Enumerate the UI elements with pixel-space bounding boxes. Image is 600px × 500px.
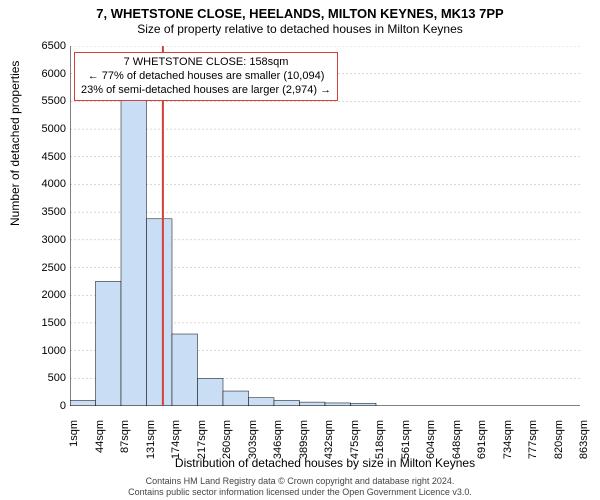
y-tick-label: 3500 xyxy=(20,206,66,218)
callout-line1: 7 WHETSTONE CLOSE: 158sqm xyxy=(81,56,331,70)
footer-line1: Contains HM Land Registry data © Crown c… xyxy=(0,476,600,487)
footer: Contains HM Land Registry data © Crown c… xyxy=(0,476,600,498)
y-tick-label: 500 xyxy=(20,372,66,384)
callout-line2: ← 77% of detached houses are smaller (10… xyxy=(81,70,331,84)
chart-subtitle: Size of property relative to detached ho… xyxy=(0,22,600,36)
y-tick-label: 6500 xyxy=(20,40,66,52)
y-tick-label: 5500 xyxy=(20,95,66,107)
y-tick-label: 0 xyxy=(20,400,66,412)
y-axis-label: Number of detached properties xyxy=(8,61,22,226)
footer-line2: Contains public sector information licen… xyxy=(0,487,600,498)
y-tick-label: 4000 xyxy=(20,178,66,190)
y-tick-label: 2000 xyxy=(20,289,66,301)
plot-area: 7 WHETSTONE CLOSE: 158sqm ← 77% of detac… xyxy=(70,46,580,406)
y-tick-label: 4500 xyxy=(20,151,66,163)
y-tick-label: 1000 xyxy=(20,345,66,357)
callout-line3: 23% of semi-detached houses are larger (… xyxy=(81,84,331,98)
y-tick-label: 5000 xyxy=(20,123,66,135)
callout-box: 7 WHETSTONE CLOSE: 158sqm ← 77% of detac… xyxy=(74,52,338,101)
y-tick-label: 2500 xyxy=(20,262,66,274)
chart-container: 7, WHETSTONE CLOSE, HEELANDS, MILTON KEY… xyxy=(0,0,600,500)
x-axis-label: Distribution of detached houses by size … xyxy=(70,456,580,470)
y-tick-label: 1500 xyxy=(20,317,66,329)
chart-title: 7, WHETSTONE CLOSE, HEELANDS, MILTON KEY… xyxy=(0,6,600,21)
y-tick-label: 6000 xyxy=(20,68,66,80)
y-tick-label: 3000 xyxy=(20,234,66,246)
